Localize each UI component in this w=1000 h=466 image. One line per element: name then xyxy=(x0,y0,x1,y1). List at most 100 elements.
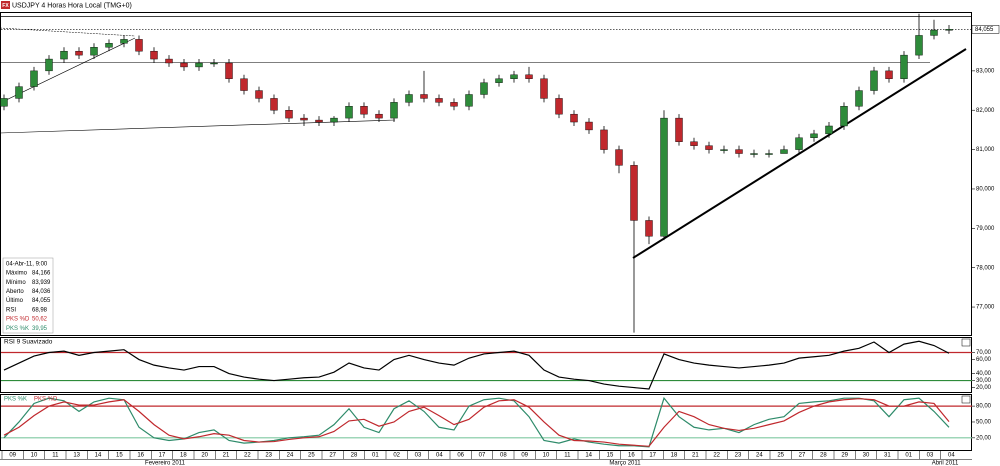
x-tick-label: 27 xyxy=(329,453,336,459)
info-label: Aberto xyxy=(6,289,24,295)
x-tick-label: 17 xyxy=(159,453,166,459)
candle-body xyxy=(240,78,248,91)
candle-body xyxy=(615,149,623,166)
indicator-line xyxy=(3,396,950,448)
x-tick-label: 13 xyxy=(73,453,80,459)
candle-body xyxy=(15,86,23,99)
rsi-panel xyxy=(0,337,972,393)
y-tick-label: 60,00 xyxy=(976,357,992,363)
candle-body xyxy=(435,98,443,103)
month-label: Abril 2011 xyxy=(932,461,959,466)
y-tick-label: 80,00 xyxy=(976,404,992,410)
legend-entry: PKS %K xyxy=(4,397,27,403)
x-tick-label: 21 xyxy=(223,453,230,459)
y-tick-label: 82,000 xyxy=(976,108,995,114)
candle-body xyxy=(585,121,593,131)
info-label: Máximo xyxy=(6,271,28,277)
info-date: 04-Abr-11, 9:00 xyxy=(6,262,48,268)
info-box: 04-Abr-11, 9:00 xyxy=(2,257,54,334)
x-tick-label: 17 xyxy=(649,453,656,459)
x-tick-label: 21 xyxy=(692,453,699,459)
x-tick-label: 11 xyxy=(564,453,571,459)
x-tick-label: 30 xyxy=(863,453,870,459)
x-tick-label: 07 xyxy=(479,453,486,459)
x-tick-label: 03 xyxy=(415,453,422,459)
x-tick-label: 14 xyxy=(585,453,592,459)
x-tick-label: 06 xyxy=(457,453,464,459)
candle-body xyxy=(570,113,578,123)
x-tick-label: 16 xyxy=(628,453,635,459)
candle-body xyxy=(810,133,818,138)
candle-body xyxy=(330,117,338,123)
y-tick-label: 20,00 xyxy=(976,435,992,441)
y-tick-label: 20,00 xyxy=(976,385,992,391)
candle-body xyxy=(135,39,143,52)
x-tick-label: 25 xyxy=(777,453,784,459)
x-tick-label: 15 xyxy=(607,453,614,459)
x-tick-label: 20 xyxy=(201,453,208,459)
x-tick-label: 01 xyxy=(905,453,912,459)
candle-body xyxy=(495,78,503,83)
candle-body xyxy=(795,137,803,150)
x-tick-label: 31 xyxy=(884,453,891,459)
candle-body xyxy=(405,94,413,103)
panel-close[interactable] xyxy=(961,338,971,347)
main-panel xyxy=(0,12,972,336)
x-tick-label: 01 xyxy=(372,453,379,459)
panel-close[interactable] xyxy=(961,395,971,404)
candle-body xyxy=(870,70,878,91)
candle-body xyxy=(75,50,83,56)
candle-body xyxy=(210,62,218,65)
x-tick-label: 16 xyxy=(137,453,144,459)
info-label: PKS %D xyxy=(6,317,30,323)
candle-body xyxy=(540,78,548,99)
info-label: Mínimo xyxy=(6,280,26,286)
candle-body xyxy=(165,58,173,64)
x-tick-label: 25 xyxy=(308,453,315,459)
candle-body xyxy=(225,62,233,79)
info-box-frame xyxy=(2,257,54,334)
last-price-label: 84,055 xyxy=(975,27,994,33)
x-tick-label: 28 xyxy=(351,453,358,459)
x-tick-label: 09 xyxy=(9,453,16,459)
candle-body xyxy=(735,149,743,154)
x-tick-label: 18 xyxy=(671,453,678,459)
info-value: 83,939 xyxy=(32,280,51,286)
stoch-panel xyxy=(0,394,972,451)
y-tick-label: 70,00 xyxy=(976,350,992,356)
candle-body xyxy=(750,153,758,155)
y-tick-label: 50,00 xyxy=(976,420,992,426)
candle-body xyxy=(420,94,428,99)
x-tick-label: 24 xyxy=(756,453,763,459)
x-tick-label: 24 xyxy=(287,453,294,459)
x-tick-label: 23 xyxy=(265,453,272,459)
x-tick-label: 14 xyxy=(95,453,102,459)
x-tick-label: 08 xyxy=(500,453,507,459)
candle-body xyxy=(555,98,563,115)
x-tick-label: 15 xyxy=(116,453,123,459)
x-tick-label: 29 xyxy=(841,453,848,459)
candle-body xyxy=(60,50,68,60)
candle-body xyxy=(255,90,263,99)
info-label: Último xyxy=(6,297,24,304)
candle-body xyxy=(630,165,638,221)
month-label: Fevereiro 2011 xyxy=(145,461,186,466)
x-tick-label: 22 xyxy=(713,453,720,459)
info-value: 84,055 xyxy=(32,298,51,304)
candle-body xyxy=(600,129,608,150)
info-value: 84,036 xyxy=(32,289,51,295)
chart-title: USDJPY 4 Horas Hora Local (TMG+0) xyxy=(12,2,132,9)
candle-body xyxy=(660,117,668,237)
candle-body xyxy=(315,119,323,123)
candle-body xyxy=(450,102,458,107)
candle-body xyxy=(120,39,128,44)
candle-body xyxy=(285,110,293,119)
info-value: 39,95 xyxy=(32,326,48,332)
candle-body xyxy=(720,149,728,151)
candle-body xyxy=(930,29,938,36)
candle-body xyxy=(345,106,353,119)
indicator-line xyxy=(3,340,950,390)
x-tick-label: 04 xyxy=(948,453,955,459)
candle-body xyxy=(375,113,383,119)
